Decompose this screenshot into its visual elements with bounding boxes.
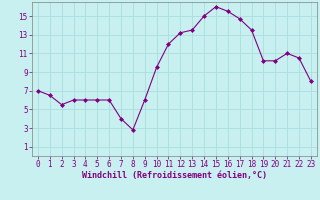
X-axis label: Windchill (Refroidissement éolien,°C): Windchill (Refroidissement éolien,°C) [82, 171, 267, 180]
